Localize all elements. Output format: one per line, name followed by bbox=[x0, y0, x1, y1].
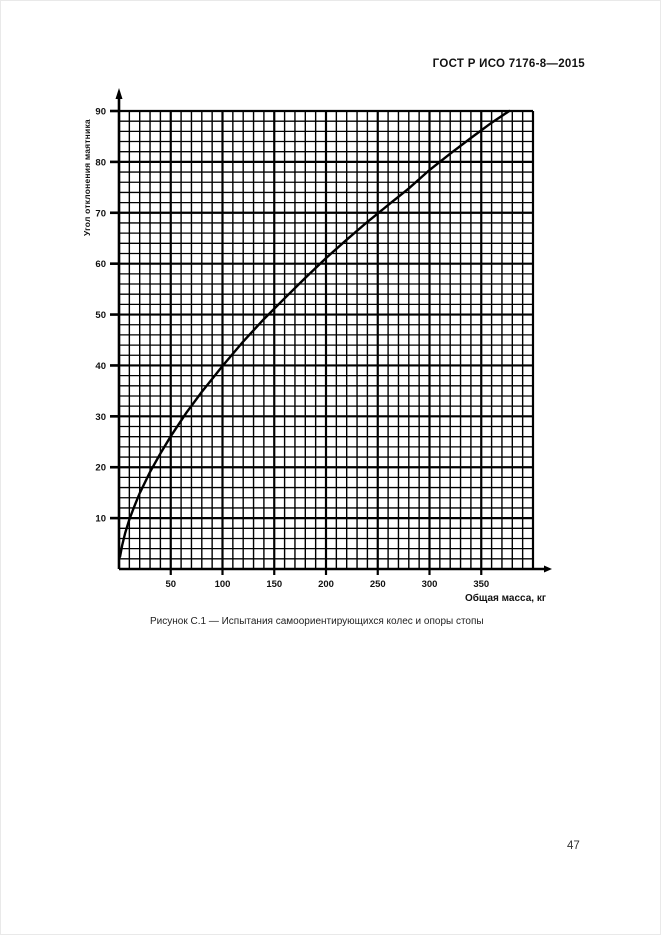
x-tick-label: 50 bbox=[165, 579, 176, 590]
y-axis-arrow-icon bbox=[115, 88, 123, 99]
y-tick-label: 80 bbox=[95, 157, 106, 168]
figure-caption: Рисунок С.1 — Испытания самоориентирующи… bbox=[150, 616, 484, 627]
grid bbox=[119, 109, 535, 569]
x-tick-label: 100 bbox=[215, 579, 231, 590]
y-tick-label: 30 bbox=[95, 412, 106, 423]
x-axis-arrow-icon bbox=[544, 565, 552, 573]
x-tick-label: 300 bbox=[422, 579, 438, 590]
y-tick-label: 50 bbox=[95, 310, 106, 321]
data-curve bbox=[118, 109, 511, 558]
x-tick-label: 250 bbox=[370, 579, 386, 590]
document-header: ГОСТ Р ИСО 7176-8—2015 bbox=[432, 58, 585, 70]
y-tick-label: 70 bbox=[95, 208, 106, 219]
tick-labels: 10 20 30 40 50 60 70 80 90 50 100 150 200 250 300 350 bbox=[95, 107, 489, 591]
x-tick-label: 350 bbox=[473, 579, 489, 590]
axes bbox=[115, 88, 552, 573]
page-number: 47 bbox=[567, 840, 580, 852]
x-axis-title: Общая масса, кг bbox=[464, 593, 546, 604]
series-line bbox=[118, 109, 511, 558]
y-tick-label: 10 bbox=[95, 514, 106, 525]
y-tick-label: 40 bbox=[95, 361, 106, 372]
x-tick-label: 150 bbox=[266, 579, 282, 590]
y-axis-title: Угол отклонения маятника bbox=[82, 119, 92, 236]
x-tick-label: 200 bbox=[318, 579, 334, 590]
y-tick-label: 90 bbox=[95, 107, 106, 118]
y-tick-label: 20 bbox=[95, 463, 106, 474]
y-tick-label: 60 bbox=[95, 259, 106, 270]
